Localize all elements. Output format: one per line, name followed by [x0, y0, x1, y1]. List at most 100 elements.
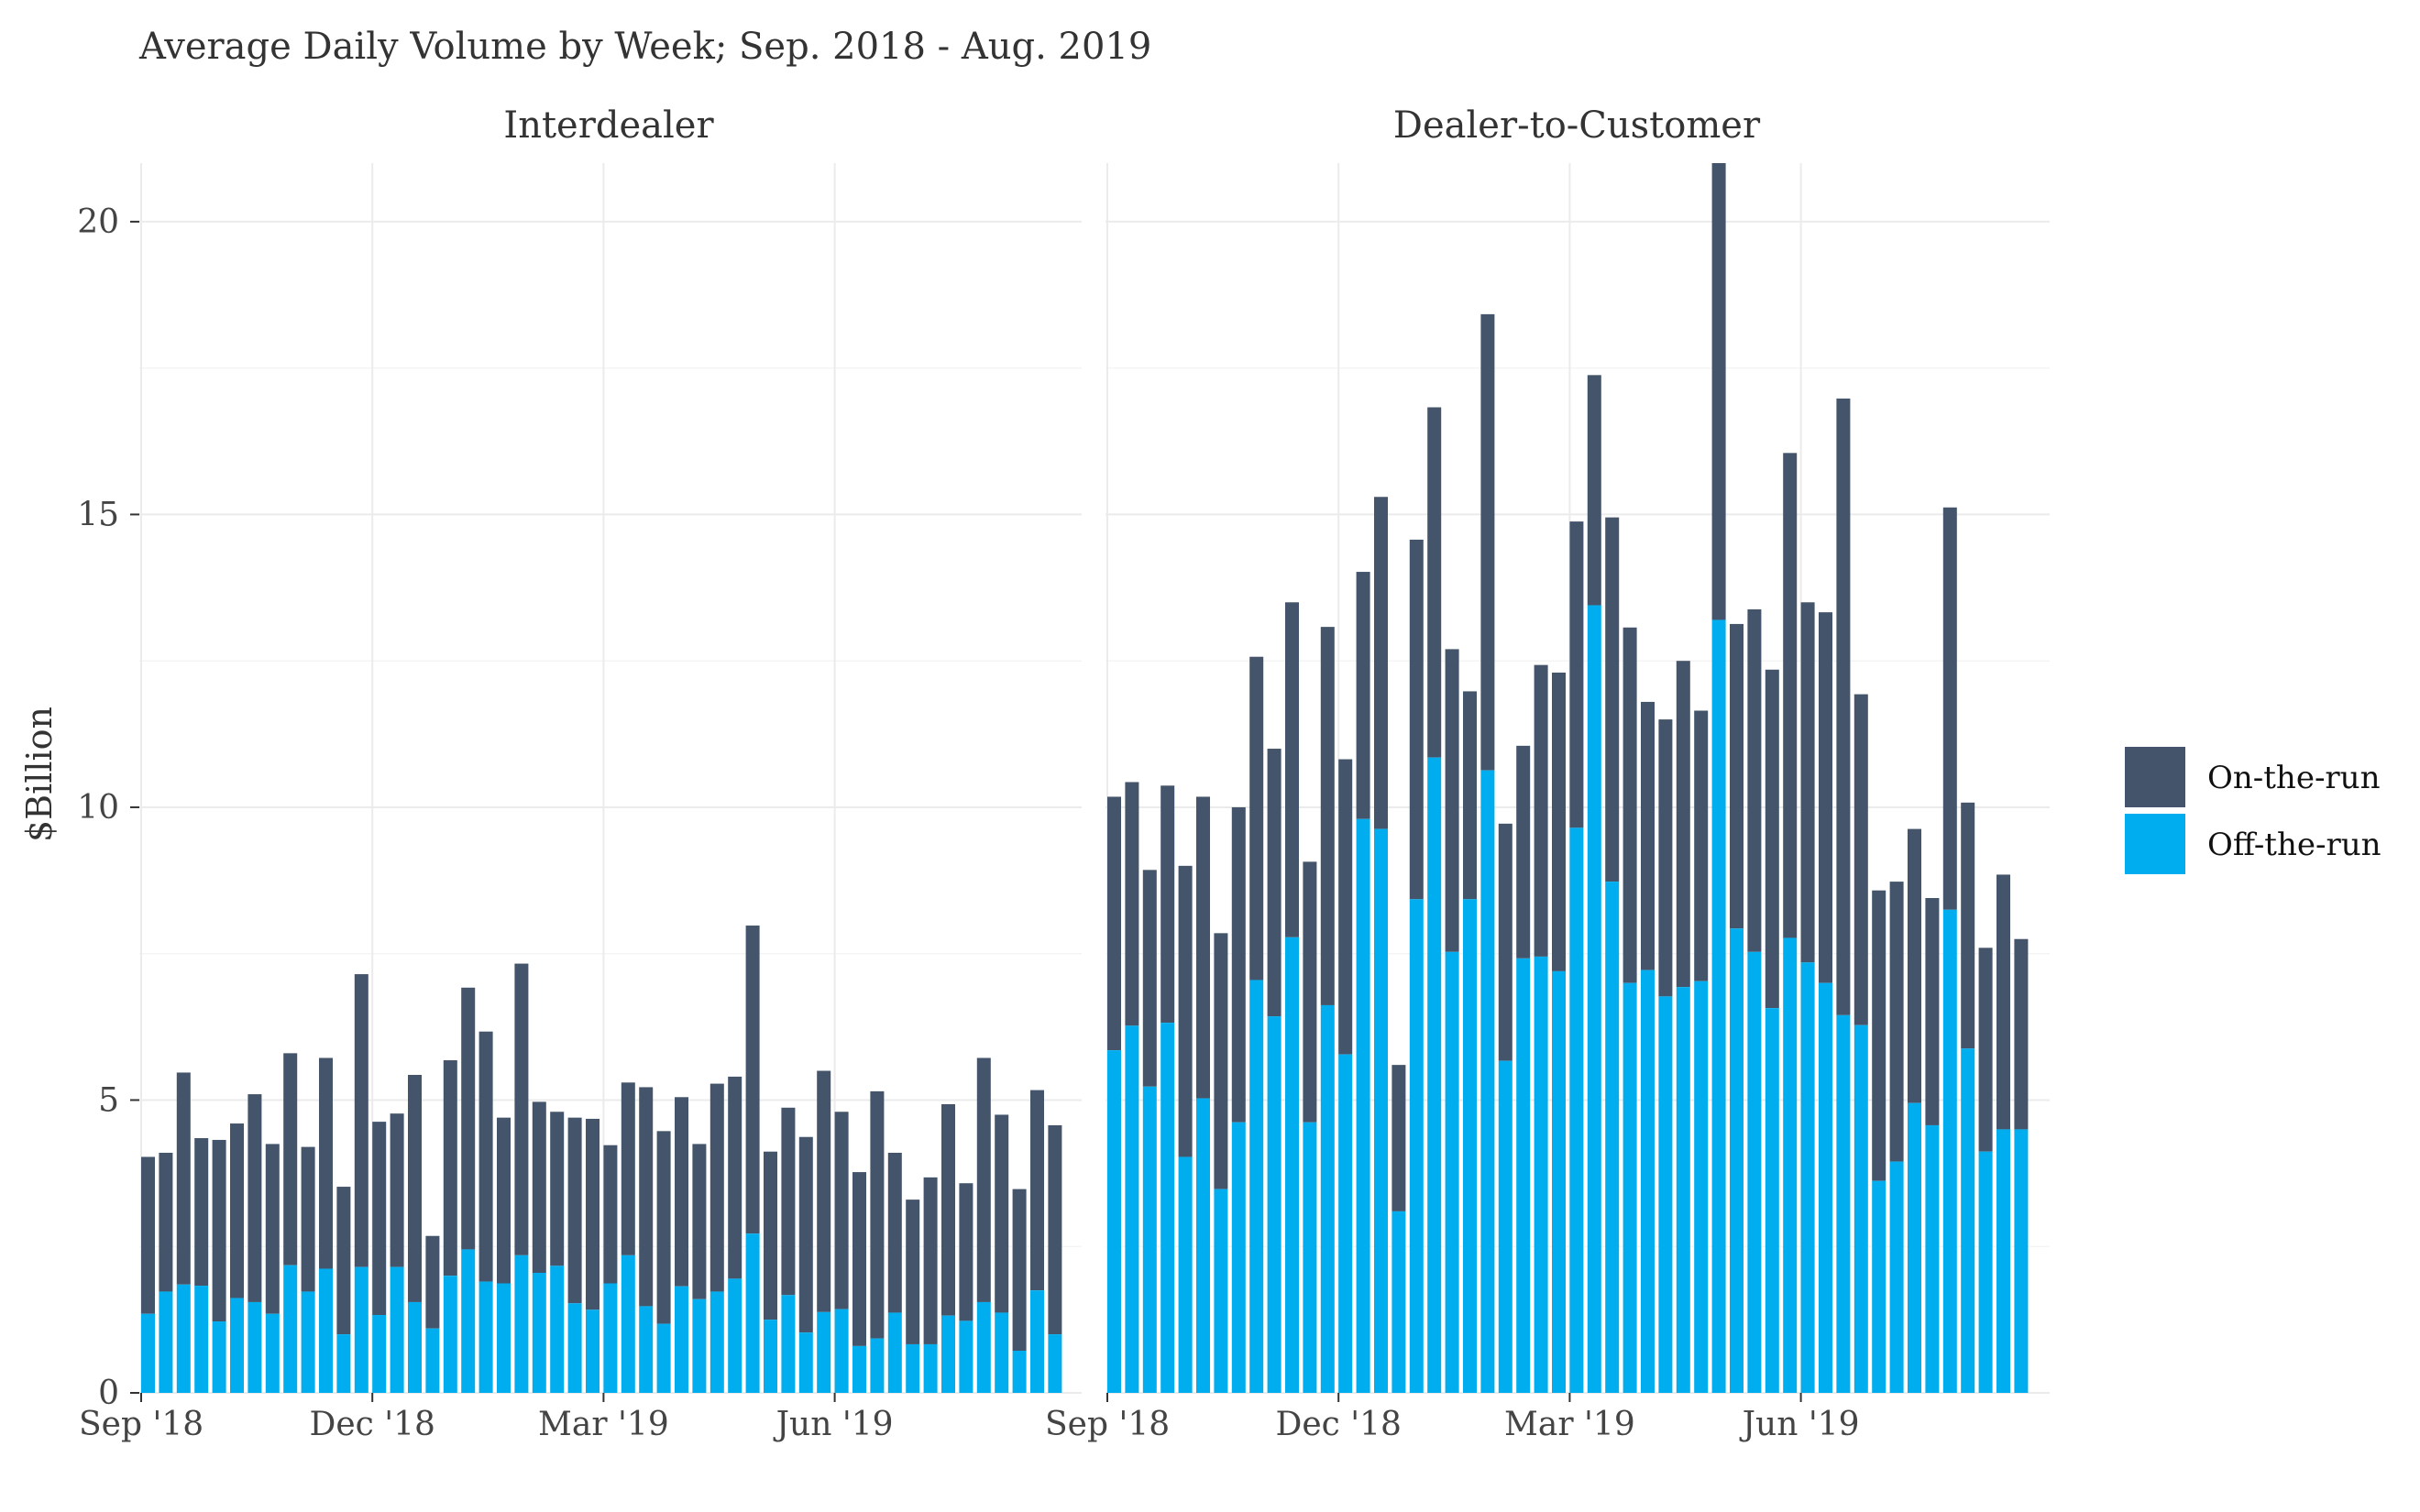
- bar-off-the-run: [1303, 1122, 1317, 1393]
- bar-off-the-run: [1800, 962, 1815, 1393]
- bar-off-the-run: [425, 1328, 440, 1393]
- bar-on-the-run: [976, 1057, 991, 1302]
- bar-off-the-run: [834, 1309, 849, 1393]
- bar-on-the-run: [336, 1187, 351, 1335]
- bar-off-the-run: [1854, 1024, 1868, 1393]
- bar-on-the-run: [1552, 672, 1566, 971]
- bar-on-the-run: [1303, 861, 1317, 1123]
- bar-off-the-run: [870, 1338, 885, 1393]
- bar-off-the-run: [621, 1255, 635, 1393]
- bar-off-the-run: [1747, 951, 1762, 1393]
- bar-on-the-run: [212, 1139, 226, 1322]
- x-tick-label: Jun '19: [773, 1406, 894, 1443]
- bar-on-the-run: [1392, 1065, 1406, 1211]
- bar-off-the-run: [443, 1276, 457, 1393]
- bar-off-the-run: [1249, 980, 1264, 1393]
- bar-on-the-run: [1819, 612, 1832, 983]
- bar-on-the-run: [2014, 938, 2029, 1130]
- bar-off-the-run: [906, 1343, 920, 1393]
- y-tick-label: 15: [77, 496, 119, 533]
- bar-on-the-run: [995, 1114, 1009, 1313]
- bar-on-the-run: [230, 1123, 244, 1298]
- bar-off-the-run: [1942, 909, 1957, 1393]
- bar-on-the-run: [461, 987, 476, 1250]
- bar-off-the-run: [656, 1323, 671, 1393]
- bar-off-the-run: [1908, 1102, 1921, 1393]
- bar-on-the-run: [692, 1144, 707, 1299]
- bar-on-the-run: [1480, 313, 1495, 771]
- legend-swatch-off-the-run: [2125, 814, 2185, 874]
- bar-off-the-run: [1534, 956, 1548, 1393]
- bar-off-the-run: [497, 1283, 511, 1393]
- bar-on-the-run: [425, 1235, 440, 1329]
- bar-off-the-run: [1285, 937, 1299, 1393]
- bar-on-the-run: [443, 1060, 457, 1276]
- bar-on-the-run: [1978, 948, 1993, 1152]
- bar-off-the-run: [1030, 1290, 1044, 1393]
- bar-off-the-run: [995, 1312, 1009, 1393]
- bar-on-the-run: [1338, 759, 1353, 1055]
- bar-off-the-run: [1605, 882, 1620, 1393]
- bar-off-the-run: [1374, 828, 1388, 1393]
- bar-off-the-run: [1160, 1023, 1175, 1393]
- bar-off-the-run: [852, 1345, 866, 1393]
- bar-off-the-run: [1658, 996, 1673, 1393]
- bar-off-the-run: [514, 1255, 529, 1393]
- bar-on-the-run: [1641, 701, 1655, 970]
- legend-label-on-the-run: On-the-run: [2207, 760, 2380, 796]
- bar-on-the-run: [478, 1031, 493, 1282]
- bar-on-the-run: [1605, 517, 1620, 882]
- bar-on-the-run: [497, 1117, 511, 1284]
- bar-off-the-run: [230, 1298, 244, 1393]
- bar-on-the-run: [1765, 669, 1779, 1009]
- bar-off-the-run: [1392, 1211, 1406, 1393]
- bar-on-the-run: [1160, 785, 1175, 1024]
- bar-on-the-run: [728, 1076, 742, 1279]
- bar-on-the-run: [532, 1101, 546, 1273]
- bar-off-the-run: [959, 1320, 974, 1393]
- bar-off-the-run: [745, 1233, 760, 1393]
- bar-on-the-run: [870, 1090, 885, 1339]
- bar-on-the-run: [319, 1057, 333, 1269]
- bar-off-the-run: [1694, 981, 1709, 1393]
- bar-off-the-run: [265, 1313, 280, 1393]
- bar-off-the-run: [1178, 1156, 1193, 1393]
- bar-off-the-run: [1889, 1161, 1904, 1393]
- bar-off-the-run: [1925, 1124, 1940, 1393]
- bar-off-the-run: [923, 1343, 938, 1393]
- bar-on-the-run: [959, 1183, 974, 1321]
- bar-off-the-run: [1996, 1129, 2010, 1393]
- bar-on-the-run: [1783, 453, 1798, 938]
- x-axis-interdealer: Sep '18 Dec '18 Mar '19 Jun '19: [79, 1393, 894, 1443]
- bar-off-the-run: [1730, 928, 1744, 1393]
- bar-off-the-run: [1765, 1008, 1779, 1393]
- bar-off-the-run: [319, 1268, 333, 1393]
- bar-on-the-run: [1854, 694, 1868, 1025]
- bar-off-the-run: [2014, 1129, 2029, 1393]
- bar-on-the-run: [1534, 664, 1548, 957]
- bar-off-the-run: [603, 1283, 618, 1393]
- bar-off-the-run: [1587, 605, 1601, 1393]
- bar-on-the-run: [1231, 806, 1246, 1123]
- bar-off-the-run: [1320, 1004, 1335, 1393]
- bar-on-the-run: [798, 1136, 813, 1333]
- legend-swatch-on-the-run: [2125, 747, 2185, 807]
- bar-on-the-run: [639, 1087, 654, 1307]
- bar-on-the-run: [1196, 796, 1210, 1099]
- bar-off-the-run: [1783, 937, 1798, 1393]
- bar-off-the-run: [586, 1309, 600, 1393]
- bar-off-the-run: [1676, 987, 1690, 1393]
- x-tick-label: Jun '19: [1739, 1406, 1860, 1443]
- x-tick-label: Sep '18: [79, 1406, 204, 1443]
- panel-interdealer: Interdealer Sep '18 Dec '18 Mar '19 Jun '19: [79, 104, 1082, 1443]
- bar-on-the-run: [1320, 627, 1335, 1005]
- bar-on-the-run: [1267, 749, 1282, 1017]
- bar-off-the-run: [1961, 1048, 1975, 1393]
- bar-off-the-run: [1569, 827, 1584, 1393]
- bar-on-the-run: [1409, 539, 1424, 900]
- bar-on-the-run: [408, 1074, 422, 1302]
- bar-on-the-run: [1658, 719, 1673, 997]
- bar-off-the-run: [1125, 1025, 1139, 1393]
- bar-on-the-run: [656, 1131, 671, 1324]
